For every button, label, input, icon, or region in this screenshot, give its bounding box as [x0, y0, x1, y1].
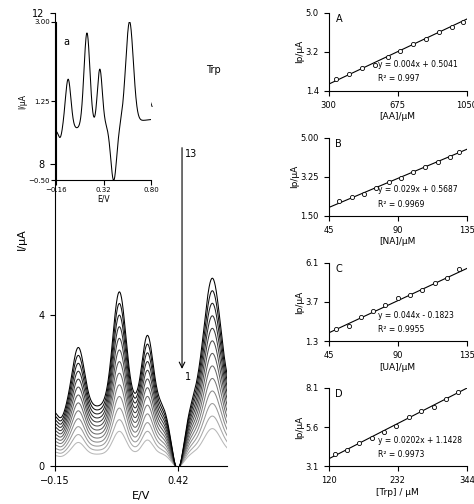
- Text: C: C: [336, 264, 342, 274]
- Text: B: B: [336, 139, 342, 149]
- Text: R² = 0.9955: R² = 0.9955: [378, 325, 425, 334]
- Text: y = 0.0202x + 1.1428: y = 0.0202x + 1.1428: [378, 436, 462, 445]
- Y-axis label: Ip/μA: Ip/μA: [290, 165, 299, 188]
- Text: 1: 1: [185, 372, 191, 382]
- Text: R² = 0.9969: R² = 0.9969: [378, 200, 425, 209]
- X-axis label: [UA]/μM: [UA]/μM: [380, 362, 416, 371]
- Y-axis label: I/μA: I/μA: [17, 228, 27, 250]
- Text: AA: AA: [69, 95, 83, 105]
- Text: UA: UA: [139, 99, 153, 109]
- Text: 13: 13: [185, 149, 198, 159]
- Text: y = 0.004x + 0.5041: y = 0.004x + 0.5041: [378, 60, 458, 70]
- Text: y = 0.044x - 0.1823: y = 0.044x - 0.1823: [378, 310, 454, 320]
- Y-axis label: Ip/μA: Ip/μA: [295, 40, 304, 64]
- Text: D: D: [336, 390, 343, 399]
- X-axis label: [AA]/μM: [AA]/μM: [380, 112, 416, 121]
- X-axis label: E/V: E/V: [132, 491, 150, 501]
- Text: NA: NA: [111, 57, 125, 68]
- Text: Trp: Trp: [206, 65, 221, 75]
- Y-axis label: Ip/μA: Ip/μA: [295, 290, 304, 313]
- Text: R² = 0.997: R² = 0.997: [378, 75, 420, 84]
- X-axis label: [NA]/μM: [NA]/μM: [380, 237, 416, 246]
- Text: y = 0.029x + 0.5687: y = 0.029x + 0.5687: [378, 185, 458, 195]
- Y-axis label: Ip/μA: Ip/μA: [295, 415, 304, 438]
- X-axis label: [Trp] / μM: [Trp] / μM: [376, 488, 419, 497]
- Text: A: A: [336, 14, 342, 24]
- Text: R² = 0.9973: R² = 0.9973: [378, 450, 425, 459]
